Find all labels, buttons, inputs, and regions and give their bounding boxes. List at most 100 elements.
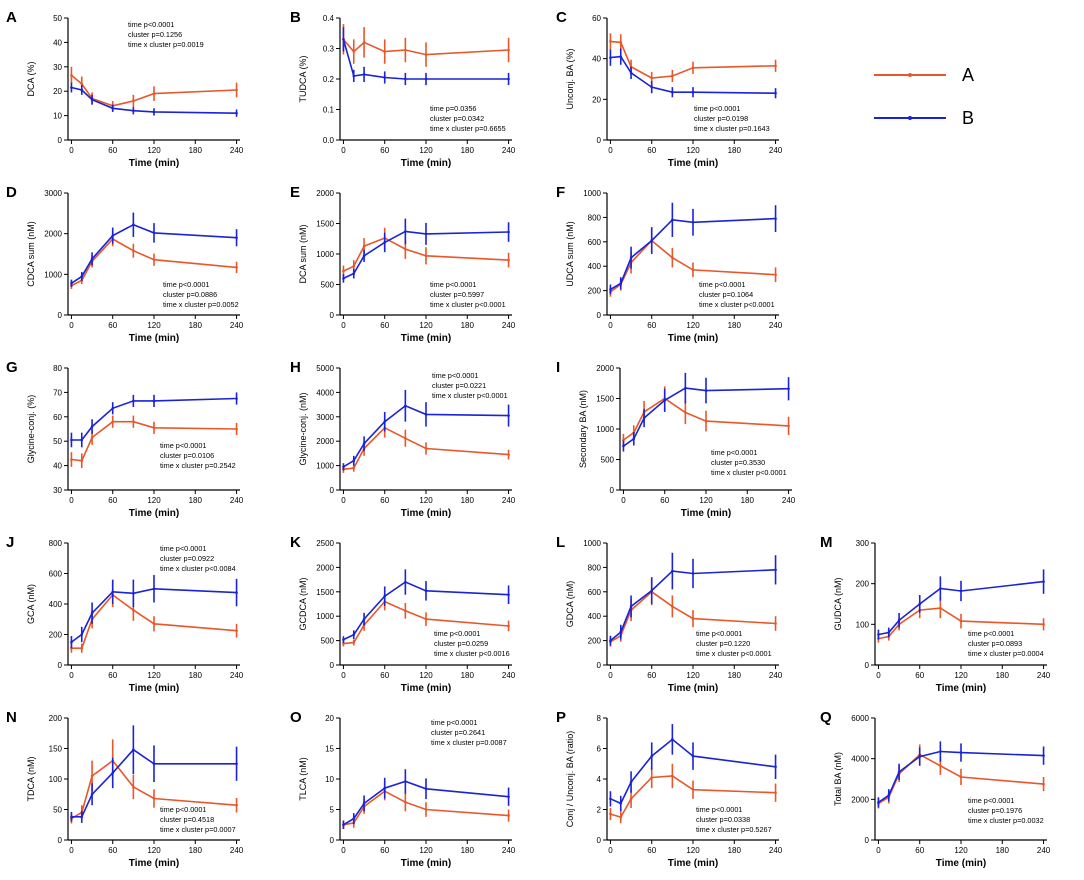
x-axis-label: Time (min)	[129, 683, 179, 694]
x-tick-label: 60	[380, 846, 389, 855]
data-point	[650, 589, 654, 592]
y-tick-label: 60	[592, 14, 601, 23]
data-point	[90, 792, 94, 796]
stats-annotation: time p<0.0001	[968, 796, 1014, 805]
stats-annotation: time x cluster p=0.2542	[160, 461, 236, 470]
y-tick-label: 500	[321, 637, 335, 646]
y-tick-label: 2000	[851, 795, 869, 804]
stats-annotation: time x cluster p=0.0019	[128, 40, 204, 49]
data-point	[362, 442, 366, 445]
y-tick-label: 600	[588, 588, 602, 597]
data-point	[774, 217, 777, 220]
x-tick-label: 180	[461, 496, 475, 505]
series-b	[877, 569, 1045, 640]
x-tick-label: 180	[189, 496, 203, 505]
stats-annotation: time x cluster p=0.0032	[968, 816, 1044, 825]
data-point	[424, 787, 428, 791]
y-tick-label: 0	[58, 661, 63, 670]
y-tick-label: 5000	[316, 364, 334, 373]
data-point	[235, 111, 238, 115]
stats-annotation: time x cluster p=0.0004	[968, 649, 1044, 658]
panel-letter: P	[556, 709, 566, 726]
stats-annotation: cluster p=0.1256	[128, 30, 182, 39]
data-point	[383, 420, 387, 423]
x-axis-label: Time (min)	[129, 333, 179, 344]
stats-annotation: time x cluster p<0.0001	[711, 468, 787, 477]
data-point	[111, 420, 115, 423]
y-tick-label: 0.0	[323, 136, 335, 145]
stats-annotation: time x cluster p=0.5267	[696, 825, 772, 834]
x-axis-label: Time (min)	[401, 158, 451, 169]
data-point	[352, 50, 356, 53]
x-tick-label: 240	[502, 671, 516, 680]
x-tick-label: 120	[419, 496, 433, 505]
data-point	[424, 77, 428, 81]
stats-annotation: time p<0.0001	[968, 629, 1014, 638]
x-tick-label: 120	[147, 671, 161, 680]
data-point	[632, 437, 636, 441]
x-tick-label: 60	[647, 671, 656, 680]
stats-annotation: cluster p=0.4518	[160, 815, 214, 824]
y-tick-label: 100	[856, 620, 870, 629]
x-tick-label: 0	[341, 671, 346, 680]
y-tick-label: 1000	[316, 612, 334, 621]
x-axis-label: Time (min)	[129, 508, 179, 519]
data-point	[507, 48, 510, 52]
series-b	[70, 392, 238, 448]
data-point	[424, 617, 428, 621]
panel-c: C 0 20 40 60 0 60 120 180 240 Time (min) Unconj. BA…	[556, 9, 783, 169]
stats-annotation: cluster p=0.3530	[711, 458, 765, 467]
data-point	[897, 770, 901, 774]
data-point	[90, 425, 94, 428]
stats-annotation: time x cluster p<0.0001	[432, 391, 508, 400]
y-tick-label: 40	[592, 55, 601, 64]
panel-letter: L	[556, 534, 565, 551]
x-axis-label: Time (min)	[681, 508, 731, 519]
data-point	[1042, 754, 1045, 757]
data-point	[352, 459, 356, 463]
x-tick-label: 0	[621, 496, 626, 505]
data-point	[939, 750, 942, 753]
stats-annotation: time x cluster p=0.6655	[430, 124, 506, 133]
data-point	[342, 277, 345, 280]
y-tick-label: 4	[597, 775, 602, 784]
data-point	[70, 438, 73, 442]
legend-label: A	[962, 65, 974, 85]
y-tick-label: 6	[597, 745, 602, 754]
x-axis-label: Time (min)	[129, 858, 179, 869]
x-tick-label: 0	[341, 146, 346, 155]
data-point	[622, 444, 625, 448]
stats-annotation: time p<0.0001	[696, 629, 742, 638]
data-point	[887, 793, 891, 797]
panel-n: N 0 50 100 150 200 0 60 120 180 240 Time (min) TDCA …	[6, 709, 244, 869]
y-tick-label: 70	[53, 388, 62, 397]
series-b	[70, 212, 238, 287]
data-point	[671, 90, 674, 94]
data-point	[877, 633, 880, 636]
data-point	[235, 397, 238, 400]
y-axis-label: TLCA (nM)	[298, 757, 308, 801]
y-tick-label: 1500	[316, 588, 334, 597]
x-tick-label: 180	[189, 671, 203, 680]
y-tick-label: 200	[588, 637, 602, 646]
x-tick-label: 60	[647, 846, 656, 855]
data-point	[691, 66, 695, 70]
y-tick-label: 2000	[596, 364, 614, 373]
data-point	[383, 786, 387, 790]
x-tick-label: 120	[954, 846, 968, 855]
data-point	[80, 815, 84, 819]
data-point	[619, 41, 623, 44]
data-point	[80, 275, 84, 278]
x-tick-label: 240	[1037, 671, 1051, 680]
panel-letter: E	[290, 184, 300, 201]
y-axis-label: GCDCA (nM)	[298, 577, 308, 630]
x-tick-label: 180	[189, 846, 203, 855]
panel-e: E 0 500 1000 1500 2000 0 60 120 180 240 Time (min) D…	[290, 184, 516, 344]
x-tick-label: 240	[1037, 846, 1051, 855]
panel-i: I 0 500 1000 1500 2000 0 60 120 180 240 Time (min) S…	[556, 359, 796, 519]
data-point	[152, 258, 156, 261]
stats-annotation: cluster p=0.0198	[694, 114, 748, 123]
data-point	[959, 619, 963, 623]
panel-letter: G	[6, 359, 18, 376]
y-tick-label: 100	[49, 775, 63, 784]
